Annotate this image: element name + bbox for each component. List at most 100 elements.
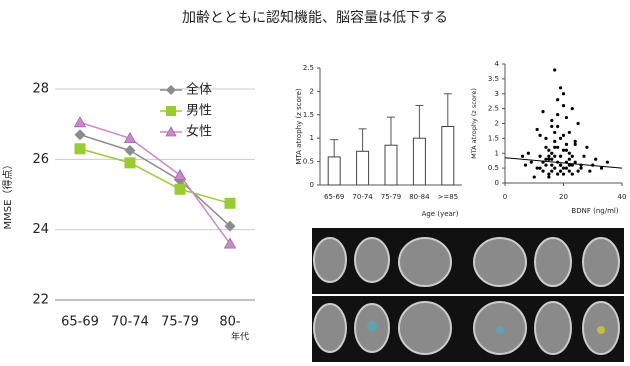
y-axis-label: MMSE（得点） <box>2 160 14 230</box>
y-tick-label: 3 <box>495 90 499 98</box>
point <box>606 161 609 164</box>
y-tick-label: 1 <box>310 134 314 142</box>
point <box>550 158 553 161</box>
x-tick-label: 0 <box>503 193 507 201</box>
point <box>574 143 577 146</box>
point <box>556 125 559 128</box>
y-tick-label: 1 <box>495 149 499 157</box>
point <box>544 164 547 167</box>
bar <box>442 127 454 186</box>
marker <box>125 157 136 168</box>
legend-label: 全体 <box>186 82 212 98</box>
point <box>600 167 603 170</box>
series-line <box>80 122 230 243</box>
point <box>550 164 553 167</box>
point <box>565 116 568 119</box>
point <box>544 158 547 161</box>
x-tick-label: 65-69 <box>61 315 99 330</box>
y-tick-label: 0.5 <box>303 158 314 166</box>
point <box>565 167 568 170</box>
point <box>544 146 547 149</box>
y-tick-label: 2.5 <box>303 64 314 72</box>
point <box>562 134 565 137</box>
point <box>571 107 574 110</box>
point <box>562 172 565 175</box>
x-tick-label: 75-79 <box>381 193 401 201</box>
x-tick-label: 65-69 <box>324 193 344 201</box>
marker <box>166 106 176 116</box>
y-tick-label: 0.5 <box>488 164 499 172</box>
point <box>550 152 553 155</box>
point <box>553 131 556 134</box>
point <box>553 155 556 158</box>
point <box>550 170 553 173</box>
y-tick-label: 2 <box>495 120 499 128</box>
x-tick-label: 70-74 <box>111 315 149 330</box>
point <box>565 143 568 146</box>
point <box>556 146 559 149</box>
point <box>562 149 565 152</box>
point <box>524 164 527 167</box>
point <box>577 122 580 125</box>
point <box>521 155 524 158</box>
marker <box>125 145 136 156</box>
point <box>559 86 562 89</box>
x-tick-label: 75-79 <box>161 315 199 330</box>
y-tick-label: 2.5 <box>488 105 499 113</box>
x-axis-label: Age (year) <box>422 210 459 218</box>
x-tick-label: 20 <box>559 193 568 201</box>
point <box>527 152 530 155</box>
point <box>588 170 591 173</box>
marker <box>225 198 236 209</box>
point <box>539 155 542 158</box>
marker <box>75 117 86 127</box>
point <box>547 155 550 158</box>
y-tick-label: 4 <box>495 60 500 68</box>
x-tick-label: 40 <box>618 193 627 201</box>
point <box>559 155 562 158</box>
x-tick-label: 80- <box>219 315 241 330</box>
point <box>536 128 539 131</box>
point <box>553 167 556 170</box>
point <box>547 158 550 161</box>
bar <box>413 138 425 185</box>
point <box>574 140 577 143</box>
point <box>539 167 542 170</box>
point <box>594 158 597 161</box>
point <box>547 149 550 152</box>
marker <box>75 129 86 140</box>
marker <box>166 85 176 95</box>
bar <box>357 151 369 185</box>
x-tick-label: 80-84 <box>409 193 430 201</box>
x-axis-label: 年代 <box>231 331 249 343</box>
point <box>565 149 568 152</box>
point <box>568 170 571 173</box>
point <box>533 175 536 178</box>
point <box>556 172 559 175</box>
point <box>562 167 565 170</box>
x-tick-label: >=85 <box>437 193 458 201</box>
bar <box>328 157 340 185</box>
point <box>547 175 550 178</box>
y-axis-label: MTA atrophy (z score) <box>470 88 478 159</box>
point <box>559 170 562 173</box>
point <box>559 164 562 167</box>
point <box>574 161 577 164</box>
point <box>553 68 556 71</box>
point <box>568 152 571 155</box>
x-tick-label: 70-74 <box>352 193 373 201</box>
point <box>539 134 542 137</box>
y-tick-label: 28 <box>32 82 49 97</box>
point <box>562 104 565 107</box>
point <box>568 158 571 161</box>
point <box>571 172 574 175</box>
point <box>556 113 559 116</box>
point <box>559 137 562 140</box>
point <box>585 146 588 149</box>
y-tick-label: 0 <box>310 181 314 189</box>
marker <box>175 184 186 195</box>
point <box>541 170 544 173</box>
point <box>577 170 580 173</box>
x-axis-label: BDNF (ng/ml) <box>571 207 618 215</box>
marker <box>175 170 186 180</box>
